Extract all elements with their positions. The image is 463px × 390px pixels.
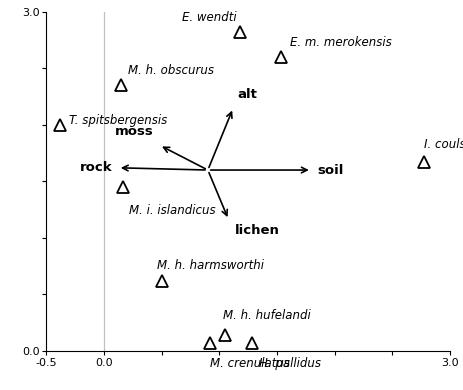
Text: E. wendti: E. wendti	[181, 11, 236, 24]
Text: soil: soil	[317, 163, 343, 177]
Text: E. m. merokensis: E. m. merokensis	[289, 36, 391, 49]
Text: T. spitsbergensis: T. spitsbergensis	[69, 114, 167, 127]
Text: M. h. hufelandi: M. h. hufelandi	[222, 308, 310, 322]
Text: alt: alt	[238, 88, 257, 101]
Text: M. h. harmsworthi: M. h. harmsworthi	[157, 259, 263, 272]
Text: M. crenulatus: M. crenulatus	[210, 356, 289, 370]
Text: M. i. islandicus: M. i. islandicus	[129, 204, 216, 217]
Text: I. coulsoni: I. coulsoni	[423, 138, 463, 151]
Text: M. h. obscurus: M. h. obscurus	[128, 64, 214, 77]
Text: H. pallidus: H. pallidus	[258, 356, 320, 370]
Text: rock: rock	[79, 161, 112, 174]
Text: lichen: lichen	[234, 224, 279, 238]
Text: moss: moss	[115, 125, 153, 138]
